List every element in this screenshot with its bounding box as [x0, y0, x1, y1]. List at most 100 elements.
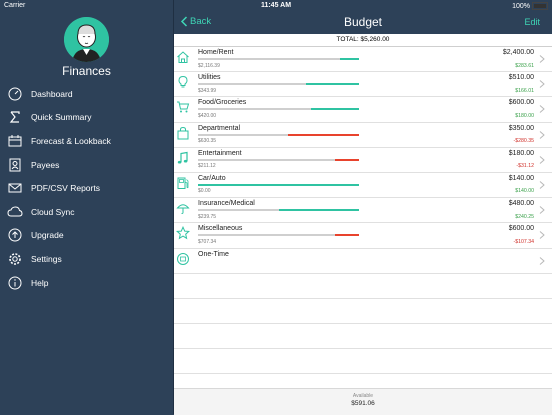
sidebar-item-payees[interactable]: Payees: [0, 153, 173, 177]
edit-button[interactable]: Edit: [524, 17, 540, 27]
sidebar-item-forecast[interactable]: Forecast & Lookback: [0, 129, 173, 153]
sigma-icon: [7, 109, 23, 125]
budget-row-onetime[interactable]: One-Time: [174, 249, 552, 274]
budget-progress-bar: [198, 158, 359, 161]
split-divider: [173, 0, 174, 414]
dashboard-icon: [7, 86, 23, 102]
budget-row-spent: $211.12: [198, 163, 216, 170]
chevron-right-icon: [539, 55, 545, 63]
sidebar-item-quick-summary[interactable]: Quick Summary: [0, 106, 173, 130]
sidebar-item-cloud-sync[interactable]: Cloud Sync: [0, 200, 173, 224]
budget-row-amount: $600.00: [508, 99, 534, 107]
page-title: Budget: [343, 15, 383, 29]
budget-row[interactable]: Utilities $343.99 $510.00 $166.01: [174, 72, 552, 98]
budget-row-name: Food/Groceries: [198, 99, 247, 107]
budget-progress-fill: [288, 133, 359, 136]
avatar: [64, 17, 109, 62]
budget-row-name: Home/Rent: [198, 49, 234, 56]
budget-row[interactable]: Home/Rent $2,116.39 $2,400.00 $283.61: [174, 47, 552, 73]
sidebar-menu: Dashboard Quick Summary Forecast & Lookb…: [0, 82, 173, 294]
sidebar-item-label: Forecast & Lookback: [31, 135, 111, 146]
budget-row[interactable]: Food/Groceries $420.00 $600.00 $180.00: [174, 97, 552, 123]
star-icon: [175, 226, 191, 240]
battery-icon: [532, 2, 548, 10]
chevron-right-icon: [539, 80, 545, 89]
budget-row[interactable]: Miscellaneous $707.34 $600.00 -$107.34: [174, 223, 552, 249]
budget-progress-bar: [198, 108, 359, 111]
budget-row-name: Insurance/Medical: [198, 200, 255, 208]
sidebar-item-label: Payees: [31, 159, 60, 170]
sidebar-item-upgrade[interactable]: Upgrade: [0, 224, 173, 248]
budget-progress-bar: [198, 133, 359, 136]
chevron-left-icon: [180, 16, 188, 27]
back-label: Back: [190, 16, 212, 27]
budget-progress-fill: [339, 58, 359, 60]
back-button[interactable]: Back: [180, 16, 211, 27]
budget-row-amount: $480.00: [508, 200, 534, 208]
forecast-icon: [7, 133, 23, 149]
budget-progress-bar: [198, 58, 359, 60]
bulb-icon: [176, 75, 190, 89]
sidebar-item-label: PDF/CSV Reports: [31, 183, 100, 194]
budget-row-amount: $2,400.00: [502, 49, 534, 56]
budget-progress-bar: [198, 209, 359, 212]
budget-row-spent: $343.99: [198, 87, 217, 94]
battery-percent: 100%: [512, 2, 530, 10]
sidebar-item-reports[interactable]: PDF/CSV Reports: [0, 176, 173, 200]
sidebar-item-help[interactable]: Help: [0, 271, 173, 295]
total-label: TOTAL: $5,260.00: [336, 36, 390, 43]
budget-progress-bar: [198, 83, 359, 86]
budget-progress-fill: [334, 234, 359, 237]
empty-row: [174, 349, 552, 375]
budget-row-spent: $0.00: [198, 188, 211, 195]
budget-row[interactable]: Entertainment $211.12 $180.00 -$31.12: [174, 148, 552, 173]
chevron-right-icon: [539, 206, 545, 215]
chevron-right-icon: [539, 155, 545, 164]
cart-icon: [176, 100, 190, 114]
sidebar-item-label: Quick Summary: [31, 112, 92, 123]
budget-row-name: Entertainment: [198, 149, 242, 157]
cloud-icon: [7, 204, 23, 220]
info-icon: [7, 275, 23, 291]
budget-row-amount: $600.00: [508, 225, 534, 233]
sidebar-item-label: Help: [31, 277, 49, 288]
bag-icon: [176, 126, 190, 140]
budget-row[interactable]: Insurance/Medical $239.75 $480.00 $240.25: [174, 198, 552, 224]
available-value: $591.06: [351, 400, 375, 407]
budget-progress-fill: [278, 209, 359, 212]
budget-row-remaining: $166.01: [515, 87, 534, 94]
budget-row-amount: $510.00: [508, 74, 534, 82]
budget-progress-fill: [198, 183, 359, 186]
payees-icon: [7, 157, 23, 173]
house-icon: [176, 50, 190, 64]
divider: [174, 46, 552, 47]
budget-content: TOTAL: $5,260.00 Home/Rent $2,116.39 $2,40…: [174, 34, 552, 415]
budget-row-spent: $2,116.39: [198, 62, 220, 69]
budget-row-remaining: -$107.34: [513, 238, 534, 245]
sidebar-item-label: Settings: [31, 253, 62, 264]
budget-row[interactable]: Car/Auto $0.00 $140.00 $140.00: [174, 173, 552, 199]
sidebar-item-settings[interactable]: Settings: [0, 247, 173, 271]
nav-bar: Back Budget Edit: [174, 12, 552, 34]
umbrella-icon: [176, 201, 190, 215]
budget-progress-fill: [310, 108, 359, 111]
budget-list: Home/Rent $2,116.39 $2,400.00 $283.61 Utilit…: [174, 47, 552, 400]
empty-row: [174, 299, 552, 325]
mail-icon: [7, 180, 23, 196]
budget-progress-bar: [198, 183, 359, 186]
budget-row-spent: $630.35: [198, 138, 217, 145]
chevron-right-icon: [539, 256, 545, 265]
sidebar-item-label: Cloud Sync: [31, 206, 75, 217]
battery-indicator: 100%: [512, 2, 548, 10]
chevron-right-icon: [539, 130, 545, 139]
budget-row-remaining: -$31.12: [516, 163, 534, 170]
sidebar-item-dashboard[interactable]: Dashboard: [0, 82, 173, 106]
budget-row-remaining: $180.00: [515, 112, 534, 119]
chevron-right-icon: [539, 181, 545, 189]
budget-row-remaining: -$280.35: [513, 138, 534, 145]
budget-row[interactable]: Departmental $630.35 $350.00 -$280.35: [174, 123, 552, 148]
carrier-label: Carrier: [4, 2, 26, 9]
sidebar: Finances Dashboard Quick Summary Forecas…: [0, 0, 173, 414]
budget-row-spent: $420.00: [198, 112, 217, 119]
chevron-right-icon: [539, 231, 545, 240]
